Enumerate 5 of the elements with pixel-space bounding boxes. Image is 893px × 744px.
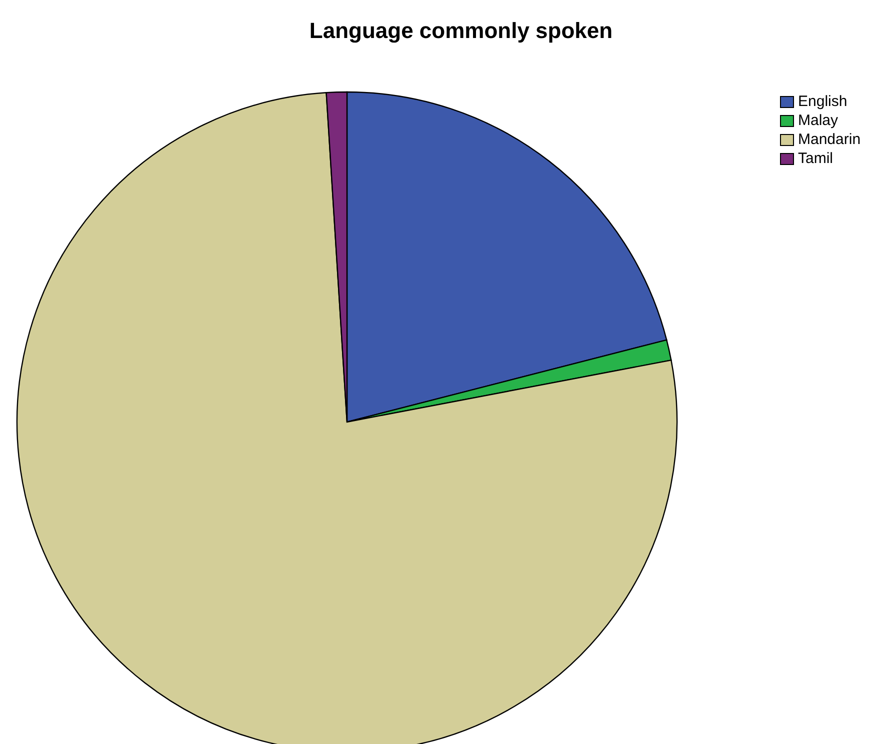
legend-label: Mandarin bbox=[798, 130, 861, 149]
legend-label: English bbox=[798, 92, 848, 111]
chart-title: Language commonly spoken bbox=[309, 18, 613, 43]
legend-label: Tamil bbox=[798, 149, 834, 168]
legend-label: Malay bbox=[798, 111, 838, 130]
